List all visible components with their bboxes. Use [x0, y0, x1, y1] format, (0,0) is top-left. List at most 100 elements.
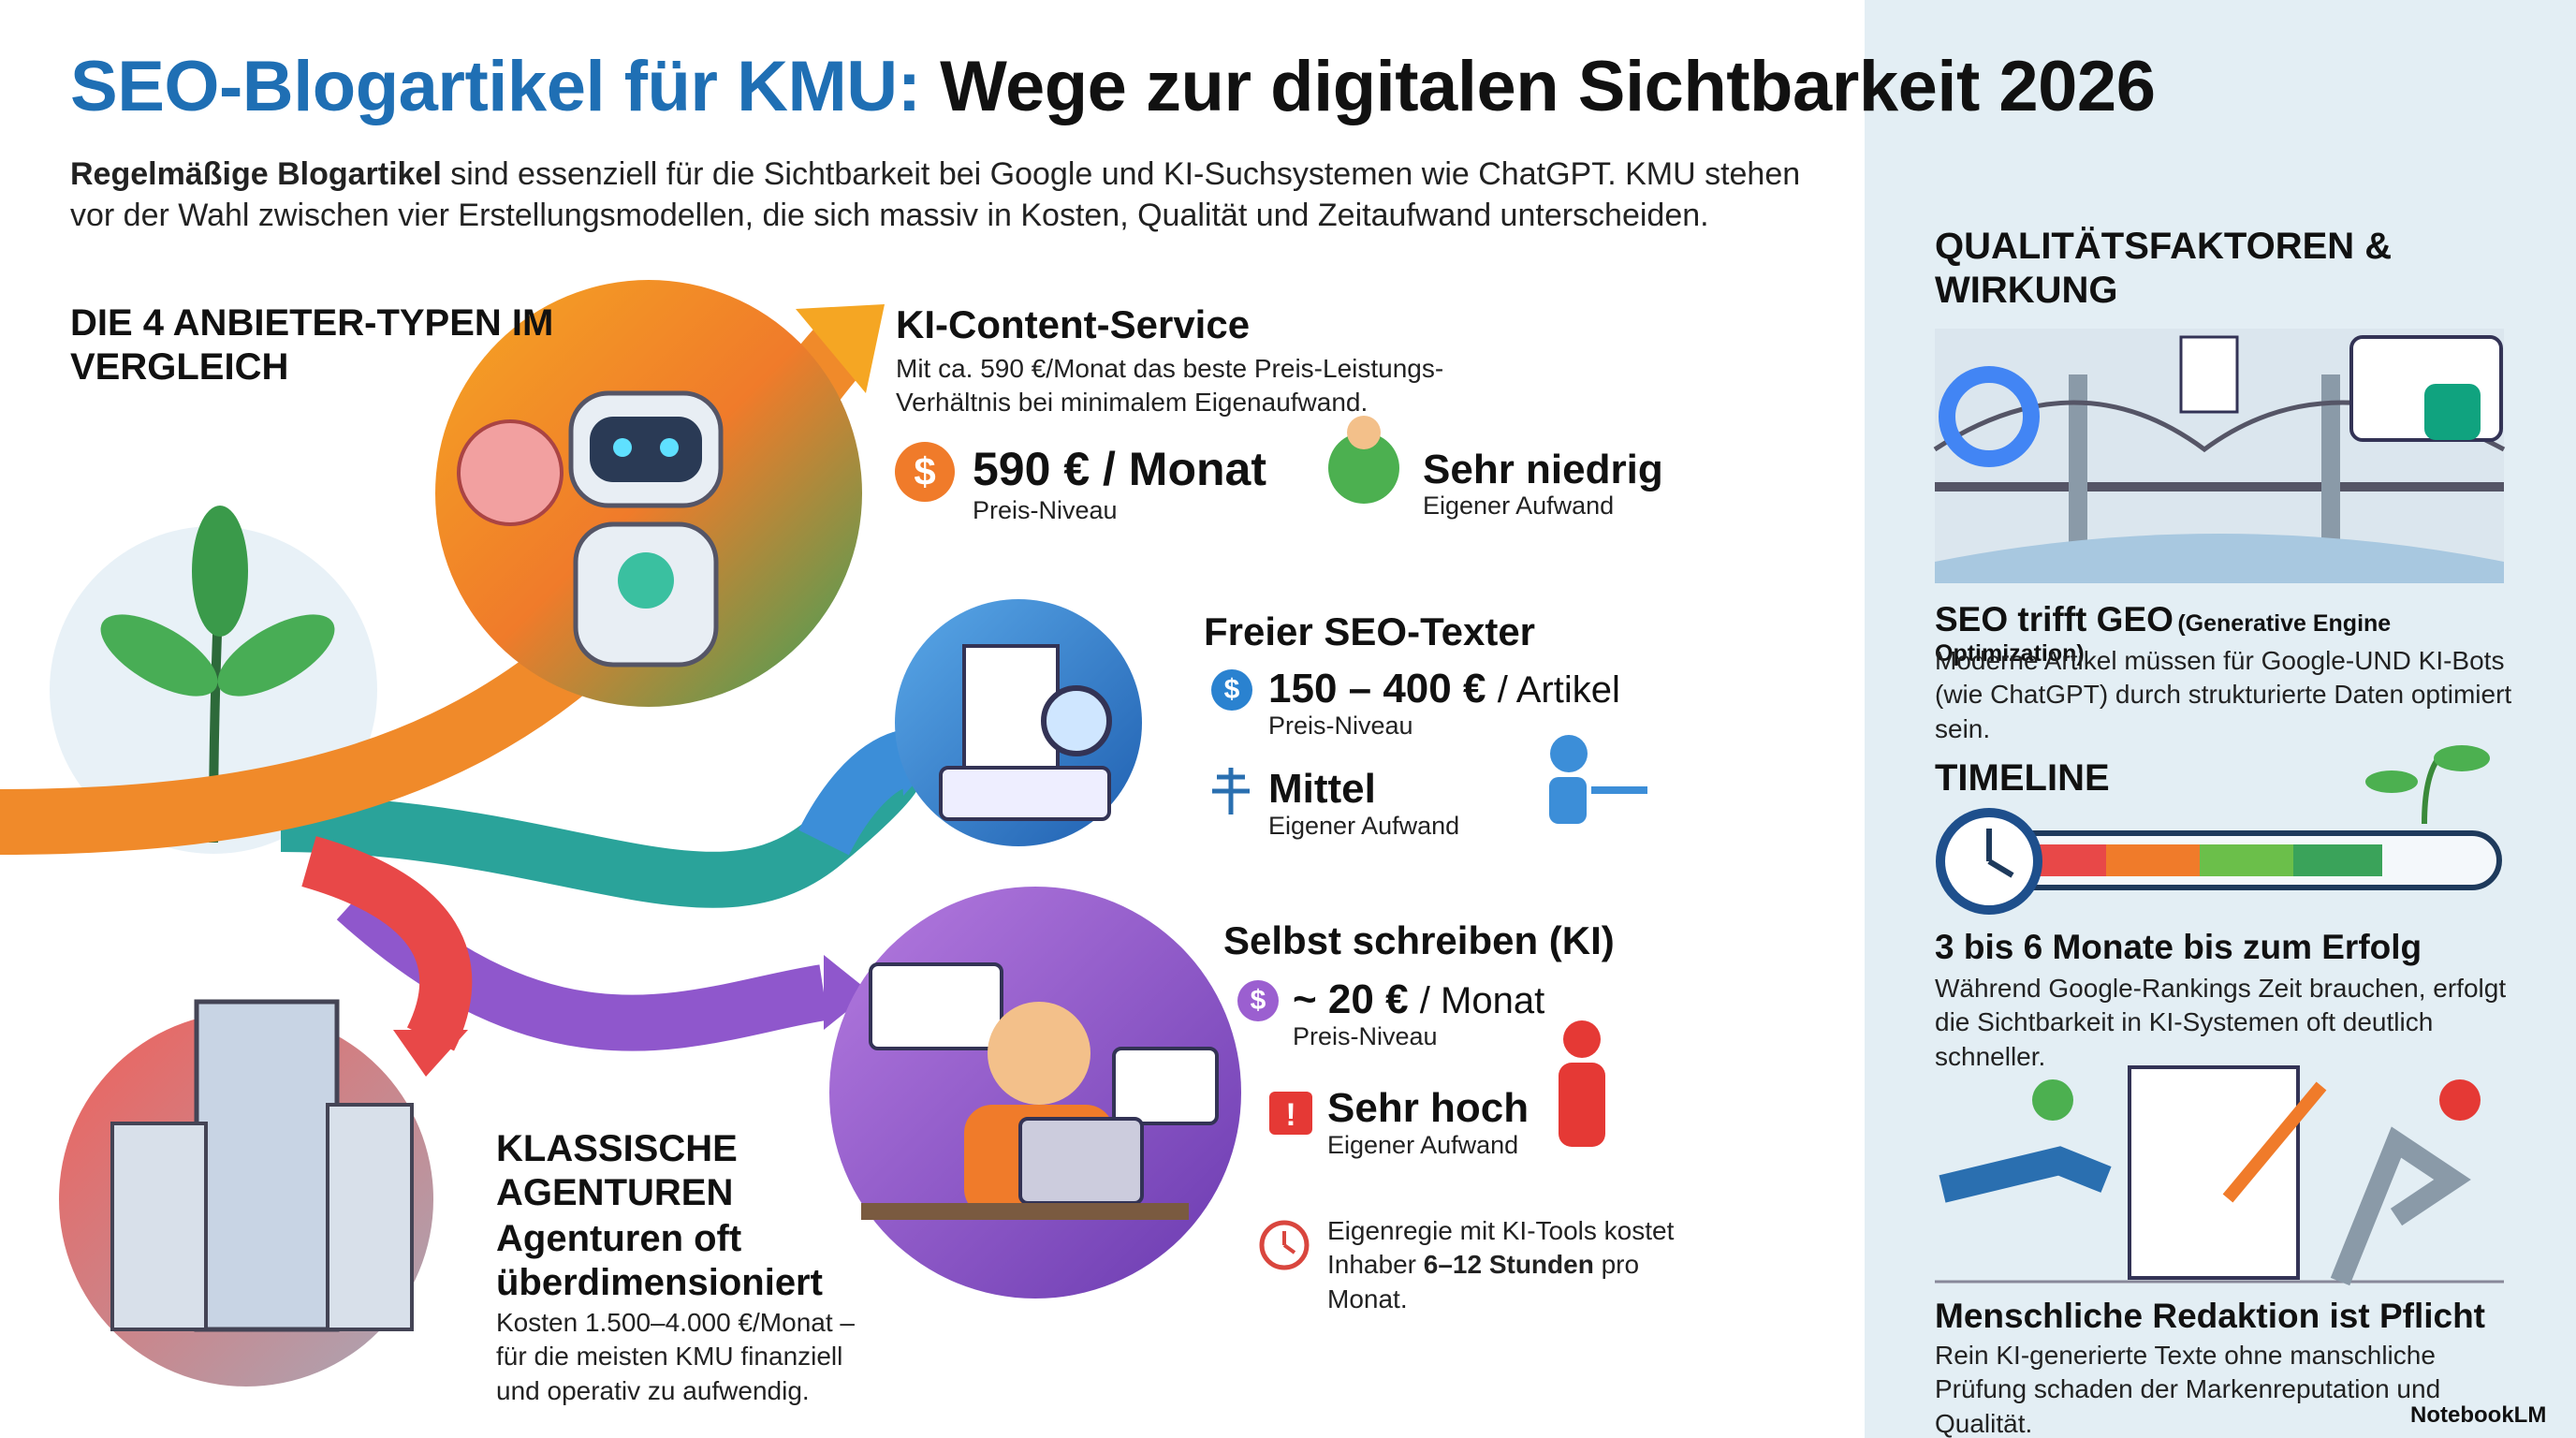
effort: Sehr hoch	[1327, 1085, 1530, 1131]
item-description: Rein KI-generierte Texte ohne manschlich…	[1935, 1341, 2441, 1438]
flow-arrow-red	[301, 836, 473, 1051]
price: 150 – 400 €	[1268, 666, 1486, 712]
document-icon	[962, 644, 1060, 770]
scale-icon	[1212, 768, 1250, 814]
effort-label: Eigener Aufwand	[1423, 492, 1615, 520]
robot-core	[618, 552, 674, 609]
check-icon	[2032, 1079, 2073, 1121]
chatgpt-logo	[2424, 384, 2481, 440]
price-unit: / Artikel	[1497, 669, 1620, 711]
document-icon	[2179, 335, 2239, 414]
provider-subtitle: Agenturen oft überdimensioniert	[496, 1218, 823, 1304]
price-icon: $	[895, 442, 955, 502]
flow-arrow-blue	[798, 731, 914, 856]
title: SEO-Blogartikel für KMU: Wege zur digita…	[70, 45, 2156, 129]
provider-description: Kosten 1.500–4.000 €/Monat – für die mei…	[496, 1308, 855, 1405]
leaf	[100, 614, 218, 697]
item-title: 3 bis 6 Monate bis zum Erfolg	[1935, 928, 2422, 966]
relaxed-person-icon	[1328, 433, 1399, 504]
robot-eye	[660, 438, 679, 457]
stressed-person-icon	[1563, 1020, 1601, 1058]
item-title-note: (Generative Engine Optimization)	[1935, 610, 2392, 667]
note-bold: 6–12 Stunden	[1423, 1250, 1594, 1280]
person-head	[1347, 416, 1381, 449]
effort-label: Eigener Aufwand	[1268, 812, 1460, 840]
sprout-leaf	[2365, 770, 2418, 793]
desk	[861, 1203, 1189, 1220]
warning-icon: !	[1269, 1092, 1312, 1135]
leaf	[192, 506, 248, 637]
item-title: SEO trifft GEO	[1935, 600, 2174, 638]
item-title: Menschliche Redaktion ist Pflicht	[1935, 1297, 2486, 1335]
branding: NotebookLM	[2410, 1402, 2547, 1428]
browser-window	[869, 962, 1003, 1050]
magnifier-icon	[1041, 685, 1112, 756]
working-person-icon	[1550, 735, 1588, 772]
office-building	[110, 1122, 208, 1331]
section-heading: DIE 4 ANBIETER-TYPEN IM VERGLEICH	[70, 302, 554, 389]
note-text: Eigenregie mit KI-Tools kostet Inhaber	[1327, 1216, 1675, 1280]
timeline-segment	[2293, 844, 2382, 876]
provider-description: Mit ca. 590 €/Monat das beste Preis-Leis…	[896, 354, 1444, 418]
water	[1935, 534, 2504, 583]
clock-hands	[1282, 1231, 1296, 1255]
bridge-tower	[2069, 374, 2087, 543]
office-building	[326, 1103, 414, 1331]
note-text: pro Monat.	[1327, 1250, 1640, 1313]
timeline-segment	[2106, 844, 2200, 876]
bridge-tower	[2321, 374, 2340, 543]
human-hand	[1939, 1146, 2112, 1203]
price-label: Preis-Niveau	[973, 496, 1118, 524]
brain-icon	[457, 419, 564, 526]
provider-name: KI-Content-Service	[896, 302, 1251, 346]
document-icon	[2128, 1065, 2300, 1280]
price-unit: / Monat	[1419, 980, 1545, 1021]
title-rest: Wege zur digitalen Sichtbarkeit 2026	[940, 47, 2156, 126]
price-icon: $	[1237, 980, 1279, 1021]
title-highlight: SEO-Blogartikel für KMU:	[70, 47, 921, 126]
office-tower	[194, 999, 340, 1332]
price: ~ 20 €	[1293, 976, 1409, 1022]
sidebar-item-title: SEO trifft GEO (Generative Engine Optimi…	[1935, 599, 2534, 668]
google-logo	[1939, 366, 2040, 467]
effort: Sehr niedrig	[1423, 447, 1663, 492]
intro-bold: Regelmäßige Blogartikel	[70, 156, 442, 192]
arrow-head	[796, 304, 885, 393]
provider-note: Eigenregie mit KI-Tools kostet Inhaber 6…	[1327, 1214, 1720, 1316]
timeline-segment	[2200, 844, 2293, 876]
person-head	[988, 1002, 1090, 1105]
clock-icon	[1259, 1220, 1310, 1270]
robot-arm	[2330, 1126, 2471, 1286]
item-description: Moderne Artikel müssen für Google-UND KI…	[1935, 646, 2512, 743]
intro-text: sind essenziell für die Sichtbarkeit bei…	[70, 156, 1801, 234]
price: 590 € / Monat	[973, 443, 1266, 495]
provider-name: Freier SEO-Texter	[1204, 609, 1536, 653]
stressed-person-icon	[1559, 1063, 1605, 1147]
robot-eye	[613, 438, 632, 457]
leaf	[217, 614, 335, 697]
intro: Regelmäßige Blogartikel sind essenziell …	[70, 154, 1830, 236]
price-icon: $	[1211, 669, 1252, 711]
provider-name: Selbst schreiben (KI)	[1223, 918, 1615, 962]
pencil	[2222, 1081, 2327, 1203]
arrow-head	[824, 955, 871, 1030]
desk-icon	[1591, 786, 1647, 794]
clock-hands	[1986, 829, 2014, 878]
cross-icon	[2439, 1079, 2481, 1121]
timeline-heading: TIMELINE	[1935, 757, 2110, 799]
effort-label: Eigener Aufwand	[1327, 1131, 1519, 1159]
tools-window	[1112, 1047, 1219, 1125]
effort: Mittel	[1268, 766, 1376, 812]
keyboard-icon	[939, 766, 1111, 821]
working-person-icon	[1549, 777, 1587, 824]
item-description: Während Google-Rankings Zeit brauchen, e…	[1935, 974, 2507, 1071]
price-label: Preis-Niveau	[1293, 1022, 1438, 1050]
price-label: Preis-Niveau	[1268, 712, 1413, 740]
sprout-leaf	[2434, 745, 2490, 771]
robot-face	[590, 417, 702, 482]
arrow-head	[393, 1030, 468, 1077]
sidebar-heading: QUALITÄTSFAKTOREN & WIRKUNG	[1935, 226, 2393, 312]
provider-name: KLASSISCHE AGENTUREN	[496, 1128, 738, 1214]
